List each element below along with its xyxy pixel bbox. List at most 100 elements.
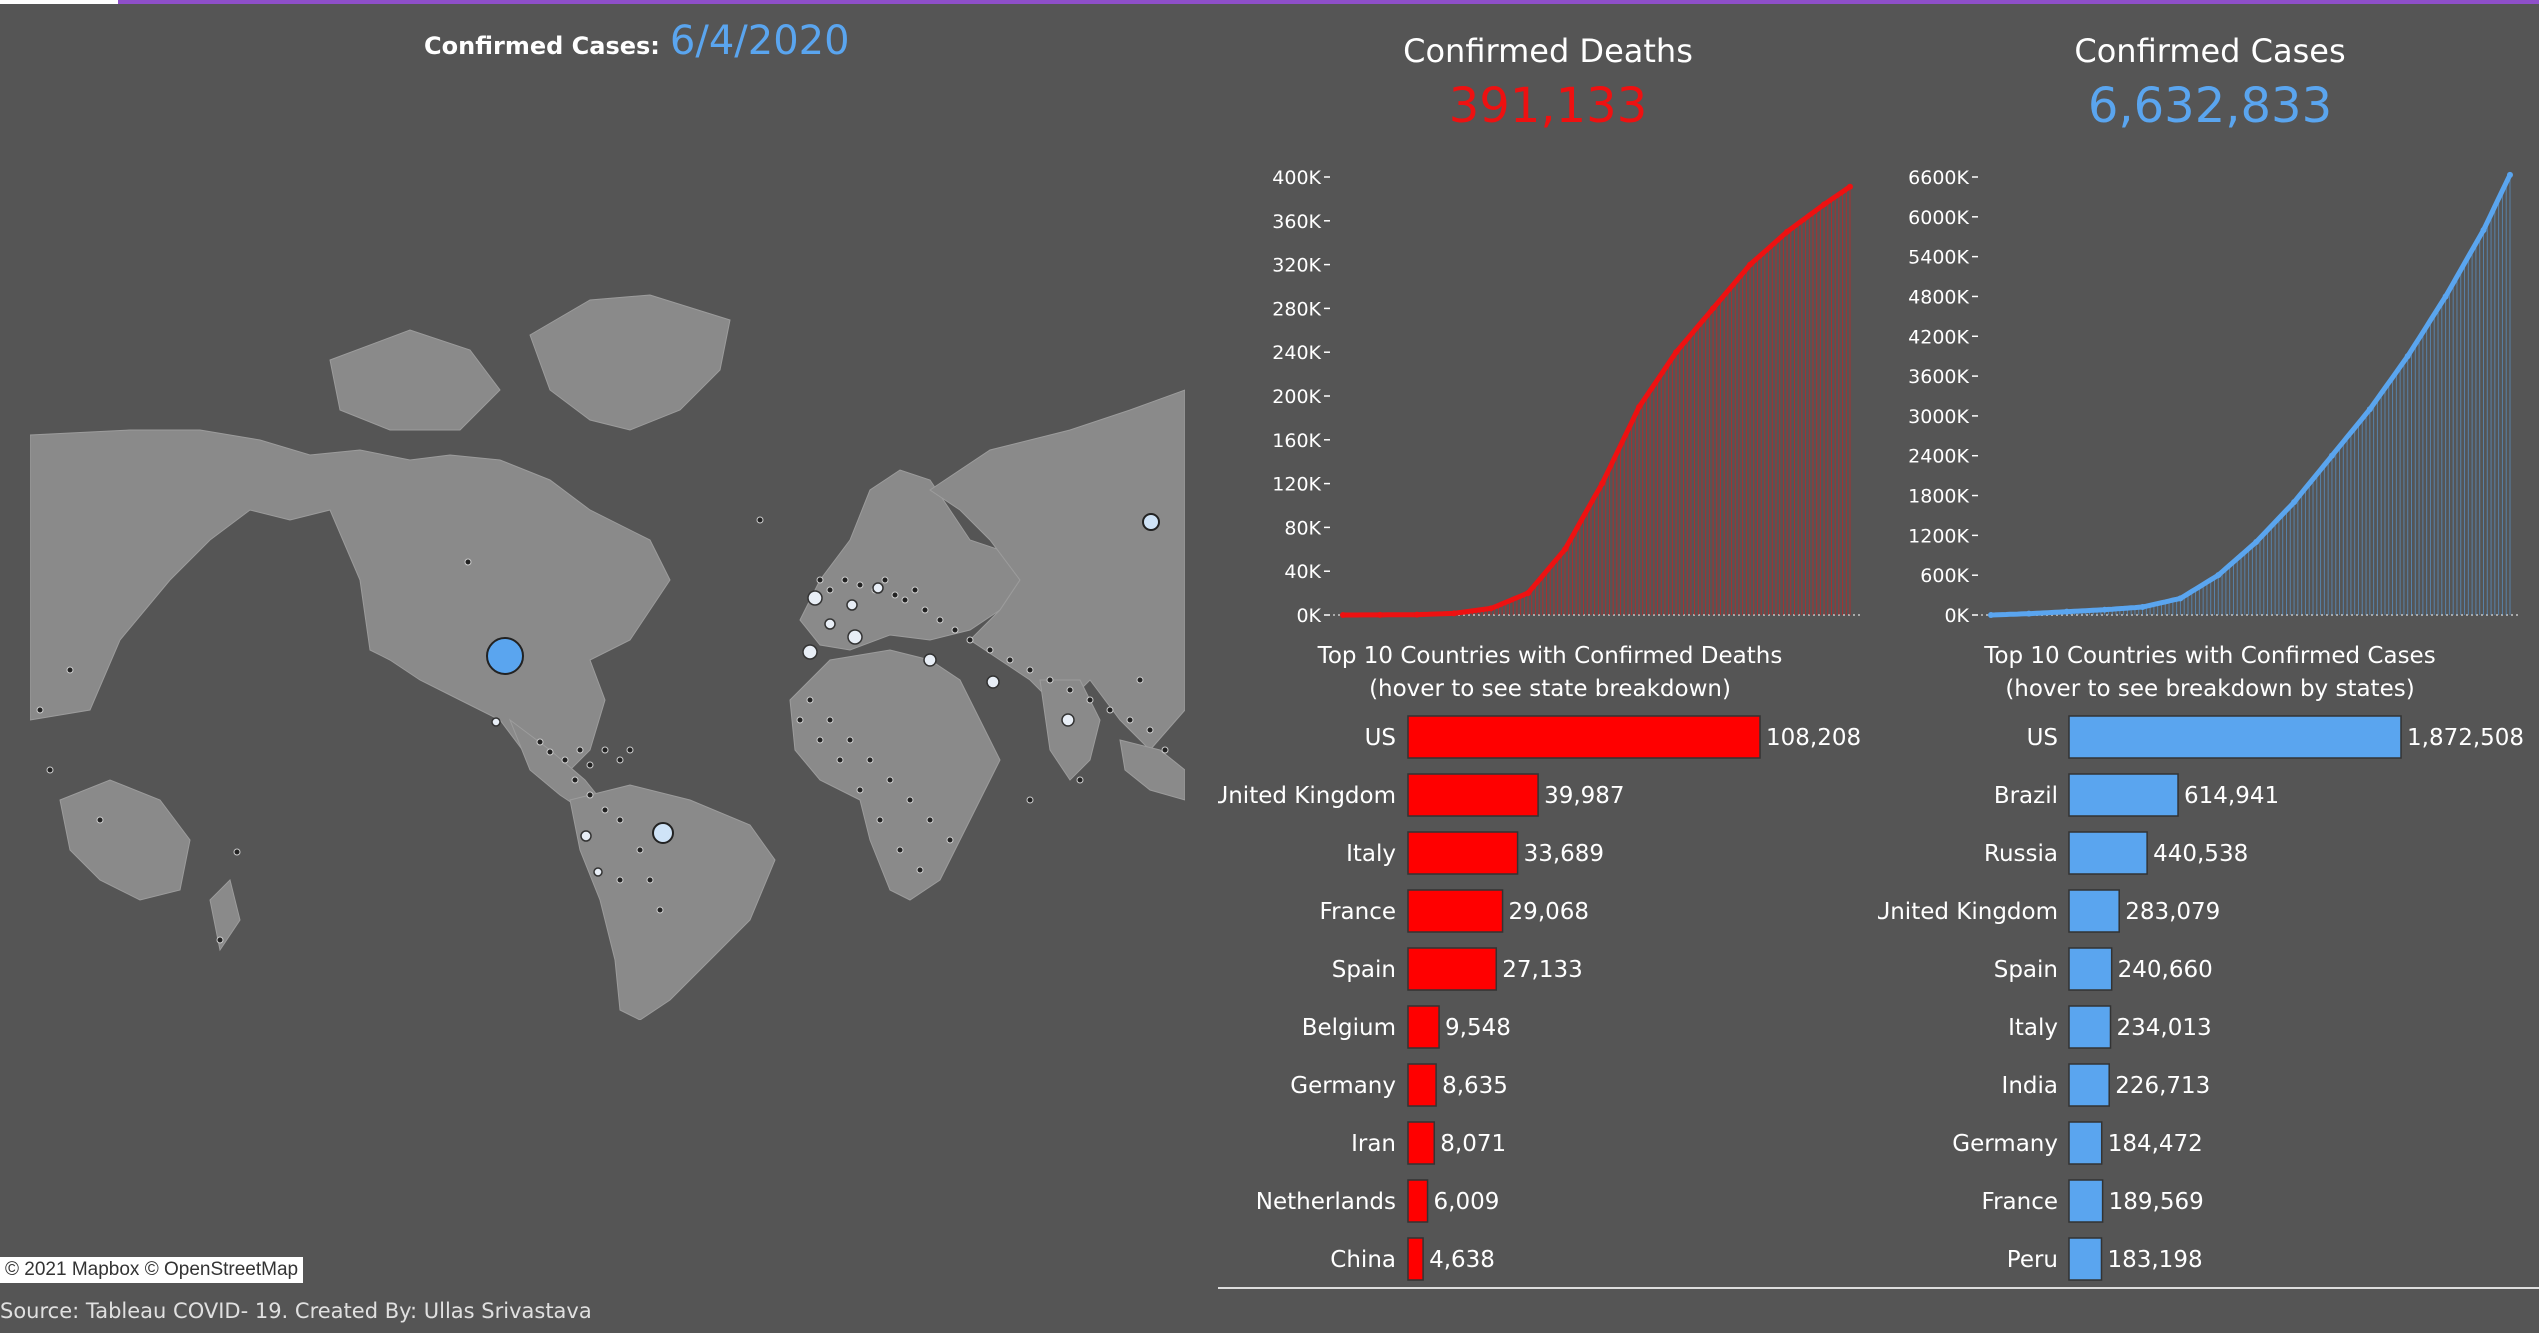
deaths-bar-category-label: Italy <box>1346 841 1396 867</box>
cases-area-data-point[interactable] <box>1988 612 1994 618</box>
deaths-bar-category-label: Iran <box>1351 1131 1396 1157</box>
cases-area-data-point[interactable] <box>2139 604 2146 611</box>
cases-bar-value-label: 440,538 <box>2153 841 2248 867</box>
deaths-bar-bar[interactable] <box>1407 1237 1424 1281</box>
cases-bar-bar[interactable] <box>2068 831 2148 875</box>
deaths-bar-chart[interactable]: US 108,208 United Kingdom 39,987 Italy 33,689… <box>1218 705 1878 1285</box>
cases-bar-bar[interactable] <box>2068 1121 2103 1165</box>
land-south-america <box>569 784 776 1020</box>
deaths-bar-bar[interactable] <box>1407 773 1539 817</box>
deaths-area-data-point[interactable] <box>1673 349 1680 356</box>
cases-area-data-point[interactable] <box>2328 452 2335 459</box>
cases-area-data-point[interactable] <box>2215 572 2222 579</box>
land-canada-islands <box>329 329 501 431</box>
deaths-bar-bar[interactable] <box>1407 831 1519 875</box>
deaths-area-data-point[interactable] <box>1847 183 1853 190</box>
deaths-bar-category-label: Netherlands <box>1256 1189 1396 1215</box>
deaths-area-data-point[interactable] <box>1488 605 1495 612</box>
cases-bar-chart[interactable]: US 1,872,508 Brazil 614,941 Russia 440,538 Uni… <box>1878 705 2539 1285</box>
deaths-kpi-title: Confirmed Deaths <box>1403 32 1693 70</box>
cases-area-data-point[interactable] <box>2101 606 2108 613</box>
cases-area-drop-lines <box>1994 174 2511 615</box>
deaths-bar-title-line1: Top 10 Countries with Confirmed Deaths <box>1317 643 1783 669</box>
deaths-bar-category-label: Belgium <box>1302 1015 1396 1041</box>
cases-bar-value-label: 614,941 <box>2184 783 2279 809</box>
cases-area-y-tick-label: 4200K <box>1908 326 1969 348</box>
cases-area-data-point[interactable] <box>2442 293 2449 300</box>
case-dot-russia[interactable] <box>1142 513 1160 531</box>
cases-area-y-tick-label: 3000K <box>1908 406 1969 428</box>
case-dot-brazil[interactable] <box>652 822 674 844</box>
deaths-area-data-point[interactable] <box>1451 610 1458 617</box>
cases-bar-bar[interactable] <box>2068 1237 2103 1281</box>
deaths-area-data-point[interactable] <box>1414 611 1421 618</box>
land-africa <box>789 649 1001 901</box>
deaths-bar-bar[interactable] <box>1407 1005 1440 1049</box>
cases-bar-bar[interactable] <box>2068 947 2113 991</box>
deaths-bar-bar[interactable] <box>1407 715 1761 759</box>
case-dot-us[interactable] <box>486 637 524 675</box>
cases-bar-bar[interactable] <box>2068 1063 2110 1107</box>
map-attribution[interactable]: © 2021 Mapbox © OpenStreetMap <box>0 1257 304 1283</box>
deaths-area-data-point[interactable] <box>1784 228 1791 235</box>
cases-bar-category-label: Russia <box>1984 841 2058 867</box>
cases-area-data-point[interactable] <box>2507 171 2513 178</box>
cases-bar-title-line1: Top 10 Countries with Confirmed Cases <box>1984 643 2436 669</box>
cases-area-data-point[interactable] <box>2291 499 2298 506</box>
deaths-area-data-point[interactable] <box>1636 403 1643 410</box>
deaths-bar-value-label: 4,638 <box>1429 1247 1495 1273</box>
land-se-asia <box>1119 739 1185 801</box>
deaths-area-data-point[interactable] <box>1340 612 1346 618</box>
cases-area-y-tick-label: 3600K <box>1908 366 1969 388</box>
cases-bar-bar[interactable] <box>2068 773 2179 817</box>
cases-area-data-point[interactable] <box>2063 608 2070 615</box>
case-dots-small <box>36 516 1169 944</box>
deaths-bar-bar[interactable] <box>1407 1121 1436 1165</box>
deaths-area-data-point[interactable] <box>1377 611 1384 618</box>
deaths-area-y-tick-label: 240K <box>1272 342 1321 364</box>
cases-area-chart[interactable]: 0K 600K 1200K 1800K 2400K 3000K 3600K 4200K 4800… <box>1880 160 2539 630</box>
land-australia <box>59 779 191 901</box>
cases-bar-bar[interactable] <box>2068 715 2402 759</box>
deaths-area-data-point[interactable] <box>1599 480 1606 487</box>
deaths-area-data-point[interactable] <box>1525 590 1532 597</box>
deaths-area-data-point[interactable] <box>1747 261 1754 268</box>
deaths-area-data-point[interactable] <box>1562 546 1569 553</box>
case-dots-medium <box>491 582 1075 877</box>
cases-bar-category-label: Italy <box>2008 1015 2058 1041</box>
deaths-bar-category-label: United Kingdom <box>1218 783 1396 809</box>
deaths-kpi-value: 391,133 <box>1448 78 1648 134</box>
cases-bar-category-label: Spain <box>1994 957 2058 983</box>
cases-area-data-point[interactable] <box>2177 595 2184 602</box>
cases-area-data-point[interactable] <box>2253 539 2260 545</box>
cases-bar-bar[interactable] <box>2068 889 2120 933</box>
deaths-area-chart[interactable]: 0K 40K 80K 120K 160K 200K 240K 280K 320K 360K 400K <box>1230 160 1880 630</box>
cases-area-y-tick-label: 1200K <box>1908 525 1969 547</box>
cases-area-data-point[interactable] <box>2366 406 2373 413</box>
deaths-area-y-tick-label: 80K <box>1284 517 1321 539</box>
deaths-area-data-point[interactable] <box>1710 305 1717 312</box>
cases-bar-bar[interactable] <box>2068 1005 2112 1049</box>
cases-area-data-point[interactable] <box>2025 610 2032 617</box>
cases-bar-bar[interactable] <box>2068 1179 2104 1223</box>
deaths-bar-title-line2: (hover to see state breakdown) <box>1369 676 1731 702</box>
deaths-bar-category-label: France <box>1320 899 1396 925</box>
top-accent-tab <box>0 0 118 4</box>
deaths-bar-value-label: 39,987 <box>1544 783 1624 809</box>
cases-bar-category-label: France <box>1982 1189 2058 1215</box>
cases-area-data-point[interactable] <box>2404 353 2411 360</box>
deaths-bar-bar[interactable] <box>1407 889 1504 933</box>
deaths-bar-value-label: 8,071 <box>1440 1131 1506 1157</box>
deaths-bar-bar[interactable] <box>1407 1063 1437 1107</box>
land-masses <box>30 294 1185 1020</box>
deaths-bar-bar[interactable] <box>1407 947 1498 991</box>
deaths-bar-value-label: 9,548 <box>1445 1015 1511 1041</box>
bottom-divider <box>1218 1287 2539 1289</box>
deaths-area-data-point[interactable] <box>1821 201 1828 208</box>
cases-area-data-point[interactable] <box>2480 227 2487 234</box>
deaths-bar-bar[interactable] <box>1407 1179 1429 1223</box>
cases-area-y-tick-label: 5400K <box>1908 247 1969 269</box>
cases-bar-value-label: 184,472 <box>2108 1131 2203 1157</box>
world-map[interactable] <box>30 280 1185 1020</box>
cases-bar-value-label: 240,660 <box>2118 957 2213 983</box>
